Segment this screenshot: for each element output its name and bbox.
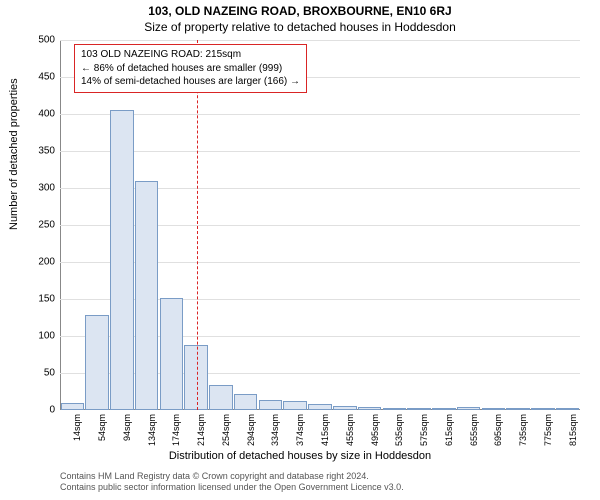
x-tick-label: 695sqm <box>493 414 503 454</box>
y-tick-label: 250 <box>25 220 55 231</box>
info-line-3: 14% of semi-detached houses are larger (… <box>81 75 300 89</box>
y-tick-label: 50 <box>25 368 55 379</box>
footer-line-1: Contains HM Land Registry data © Crown c… <box>60 471 404 483</box>
bar <box>283 401 307 410</box>
chart-container: 103, OLD NAZEING ROAD, BROXBOURNE, EN10 … <box>0 0 600 500</box>
x-axis-label: Distribution of detached houses by size … <box>0 450 600 462</box>
x-tick-label: 214sqm <box>196 414 206 454</box>
bar <box>110 110 134 410</box>
reference-line <box>197 40 198 410</box>
chart-title: 103, OLD NAZEING ROAD, BROXBOURNE, EN10 … <box>0 4 600 18</box>
bar <box>531 408 555 410</box>
info-line-1: 103 OLD NAZEING ROAD: 215sqm <box>81 48 300 62</box>
bar <box>234 394 258 410</box>
bar <box>85 315 109 410</box>
y-tick-label: 500 <box>25 35 55 46</box>
bar <box>160 298 184 410</box>
x-tick-label: 174sqm <box>171 414 181 454</box>
x-tick-label: 535sqm <box>394 414 404 454</box>
info-box: 103 OLD NAZEING ROAD: 215sqm ← 86% of de… <box>74 44 307 93</box>
bar <box>61 403 85 410</box>
grid-line <box>60 151 580 152</box>
y-axis-label: Number of detached properties <box>8 78 20 230</box>
bar <box>482 408 506 410</box>
bar <box>432 408 456 410</box>
bar <box>135 181 159 410</box>
bar <box>556 408 580 410</box>
bar <box>308 404 332 410</box>
x-tick-label: 455sqm <box>345 414 355 454</box>
chart-subtitle: Size of property relative to detached ho… <box>0 20 600 34</box>
grid-line <box>60 114 580 115</box>
x-tick-label: 134sqm <box>147 414 157 454</box>
x-tick-label: 655sqm <box>469 414 479 454</box>
plot-area: 05010015020025030035040045050014sqm54sqm… <box>60 40 580 410</box>
bar <box>358 407 382 410</box>
x-tick-label: 815sqm <box>568 414 578 454</box>
bar <box>457 407 481 410</box>
x-tick-label: 94sqm <box>122 414 132 454</box>
x-tick-label: 54sqm <box>97 414 107 454</box>
y-tick-label: 100 <box>25 331 55 342</box>
y-tick-label: 450 <box>25 72 55 83</box>
bar <box>259 400 283 410</box>
footer-text: Contains HM Land Registry data © Crown c… <box>60 471 404 494</box>
info-line-2: ← 86% of detached houses are smaller (99… <box>81 62 300 76</box>
x-tick-label: 495sqm <box>370 414 380 454</box>
grid-line <box>60 40 580 41</box>
y-tick-label: 150 <box>25 294 55 305</box>
y-tick-label: 350 <box>25 146 55 157</box>
y-tick-label: 300 <box>25 183 55 194</box>
x-tick-label: 775sqm <box>543 414 553 454</box>
footer-line-2: Contains public sector information licen… <box>60 482 404 494</box>
x-tick-label: 254sqm <box>221 414 231 454</box>
y-tick-label: 400 <box>25 109 55 120</box>
y-tick-label: 0 <box>25 405 55 416</box>
x-tick-label: 735sqm <box>518 414 528 454</box>
bar <box>383 408 407 410</box>
x-tick-label: 575sqm <box>419 414 429 454</box>
x-tick-label: 334sqm <box>270 414 280 454</box>
x-tick-label: 415sqm <box>320 414 330 454</box>
bar <box>209 385 233 410</box>
x-tick-label: 14sqm <box>72 414 82 454</box>
x-tick-label: 374sqm <box>295 414 305 454</box>
x-tick-label: 615sqm <box>444 414 454 454</box>
x-tick-label: 294sqm <box>246 414 256 454</box>
bar <box>506 408 530 410</box>
bar <box>407 408 431 410</box>
y-tick-label: 200 <box>25 257 55 268</box>
bar <box>333 406 357 410</box>
